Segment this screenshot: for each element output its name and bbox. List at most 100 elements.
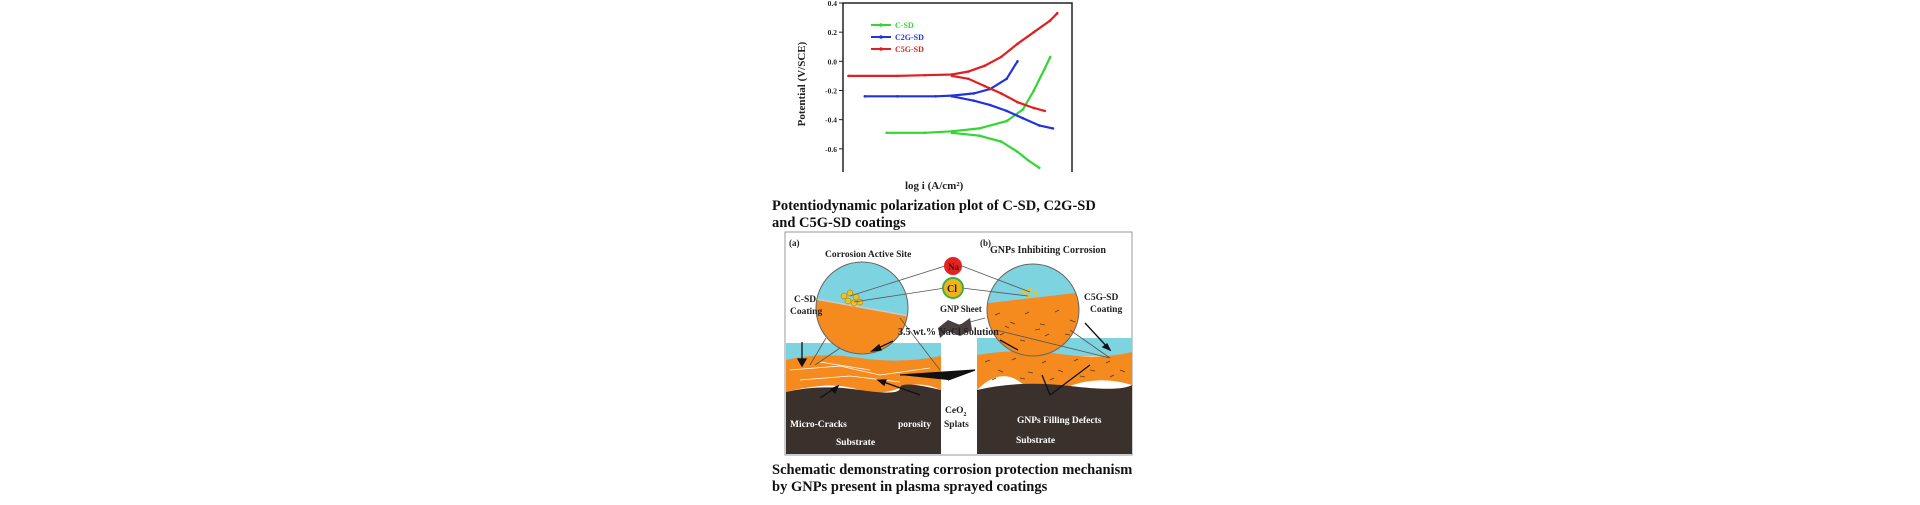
- data-point: [999, 140, 1003, 143]
- y-tick-label: -0.4: [825, 116, 837, 125]
- plot-caption-line1: Potentiodynamic polarization plot of C-S…: [772, 198, 1096, 214]
- data-point: [1055, 11, 1059, 15]
- data-point: [885, 131, 888, 135]
- legend-marker: [879, 23, 883, 27]
- data-point: [1043, 109, 1047, 113]
- c5g-coating-label-2: Coating: [1090, 305, 1122, 315]
- data-point: [923, 131, 927, 135]
- c5g-coating-label: C5G-SD: [1084, 293, 1118, 303]
- data-point: [1005, 119, 1008, 123]
- data-point: [1016, 100, 1019, 104]
- data-point: [1016, 42, 1019, 46]
- data-point: [847, 74, 850, 78]
- data-point: [967, 77, 970, 81]
- data-point: [950, 131, 954, 135]
- data-point: [896, 74, 899, 78]
- legend-label: C-SD: [895, 21, 914, 30]
- legend-label: C2G-SD: [895, 33, 924, 42]
- data-point: [1051, 127, 1055, 130]
- data-point: [896, 95, 899, 98]
- substrate-b-label: Substrate: [1016, 436, 1055, 446]
- y-tick-label: -0.2: [825, 87, 837, 96]
- substrate-a-label: Substrate: [836, 438, 875, 448]
- series-line-C2G-SD-cathodic: [951, 95, 1054, 130]
- na-ion-icon: [944, 257, 962, 275]
- series-line-C-SD-cathodic: [951, 131, 1040, 169]
- y-tick-label: -0.6: [825, 145, 837, 154]
- substrate-b: [977, 383, 1132, 454]
- y-tick-label: 0.0: [828, 57, 838, 66]
- corrosion-schematic: Na Cl (a) (b) Corrosion Active Site GNPs…: [784, 231, 1133, 456]
- data-point: [934, 95, 937, 98]
- gnp-sheet-icon: [938, 318, 972, 338]
- cl-ion-icon: [942, 277, 964, 299]
- gnps-inhibiting-label: GNPs Inhibiting Corrosion: [990, 245, 1106, 256]
- data-point: [863, 95, 867, 98]
- csd-coating-label: C-SD: [794, 295, 816, 305]
- data-point: [1021, 116, 1025, 120]
- data-point: [983, 64, 987, 68]
- ceo2-label: CeO2: [945, 406, 966, 418]
- panel-a-label: (a): [789, 238, 800, 248]
- chart-xlabel: log i (A/cm²): [905, 180, 964, 192]
- micro-cracks-label: Micro-Cracks: [790, 420, 847, 430]
- data-point: [1037, 124, 1041, 127]
- data-point: [983, 84, 987, 88]
- chart-ylabel: Potential (V/SCE): [796, 41, 808, 127]
- data-point: [972, 92, 976, 95]
- porosity-label: porosity: [898, 420, 931, 430]
- data-point: [978, 127, 981, 130]
- data-point: [950, 74, 954, 78]
- nacl-solution-label: 3.5 wt.% NaCl Solution: [898, 327, 999, 338]
- data-point: [1032, 106, 1036, 110]
- data-point: [1032, 30, 1036, 34]
- legend-marker: [879, 47, 883, 51]
- polarization-chart: -9-8-7-6-50.40.20.0-0.2-0.4-0.6-0.8C-SDC…: [825, 0, 1073, 172]
- data-point: [978, 134, 981, 138]
- gnp-flakes-coating: [984, 357, 1126, 381]
- cl-ion-label: Cl: [947, 284, 957, 295]
- data-point: [923, 73, 927, 77]
- data-point: [999, 55, 1003, 59]
- schematic-caption-line2: by GNPs present in plasma sprayed coatin…: [772, 479, 1048, 495]
- y-tick-label: 0.4: [828, 0, 838, 8]
- data-point: [1027, 159, 1030, 162]
- schematic-caption-line1: Schematic demonstrating corrosion protec…: [772, 462, 1133, 478]
- legend-marker: [879, 35, 883, 39]
- corrosion-active-site-label: Corrosion Active Site: [825, 250, 911, 260]
- plot-caption-line2: and C5G-SD coatings: [772, 215, 906, 231]
- data-point: [1048, 55, 1052, 59]
- gnps-inhibiting-circle: [986, 263, 1080, 357]
- gnps-filling-label: GNPs Filling Defects: [1017, 416, 1102, 426]
- data-point: [1005, 77, 1008, 81]
- panel-b-label: (b): [980, 238, 991, 248]
- data-point: [1037, 166, 1041, 170]
- data-point: [950, 95, 954, 98]
- data-point: [1016, 150, 1019, 154]
- data-point: [1016, 60, 1019, 63]
- pointer-arrows: [796, 322, 1112, 399]
- series-line-C2G-SD-anodic: [864, 60, 1019, 98]
- series-line-C5G-SD-anodic: [848, 12, 1059, 77]
- coating-layer-a: [786, 355, 941, 393]
- na-ion-label: Na: [948, 262, 959, 272]
- data-point: [999, 92, 1003, 95]
- coating-layer-b: [977, 351, 1132, 391]
- legend-label: C5G-SD: [895, 45, 924, 54]
- plot-caption: Potentiodynamic polarization plot of C-S…: [772, 198, 1096, 232]
- substrate-a: [786, 384, 941, 454]
- y-tick-label: 0.2: [828, 28, 838, 37]
- data-point: [1021, 108, 1025, 111]
- data-point: [1032, 89, 1036, 92]
- data-point: [967, 70, 970, 73]
- connector-lines: [809, 265, 1111, 371]
- data-point: [1048, 19, 1052, 22]
- splats-label: Splats: [944, 420, 969, 430]
- data-point: [1005, 109, 1008, 113]
- csd-coating-label-2: Coating: [790, 307, 822, 317]
- data-point: [988, 103, 992, 107]
- schematic-caption: Schematic demonstrating corrosion protec…: [772, 462, 1132, 496]
- gnp-sheet-label: GNP Sheet: [940, 304, 982, 314]
- data-point: [1043, 67, 1047, 70]
- data-point: [972, 99, 976, 103]
